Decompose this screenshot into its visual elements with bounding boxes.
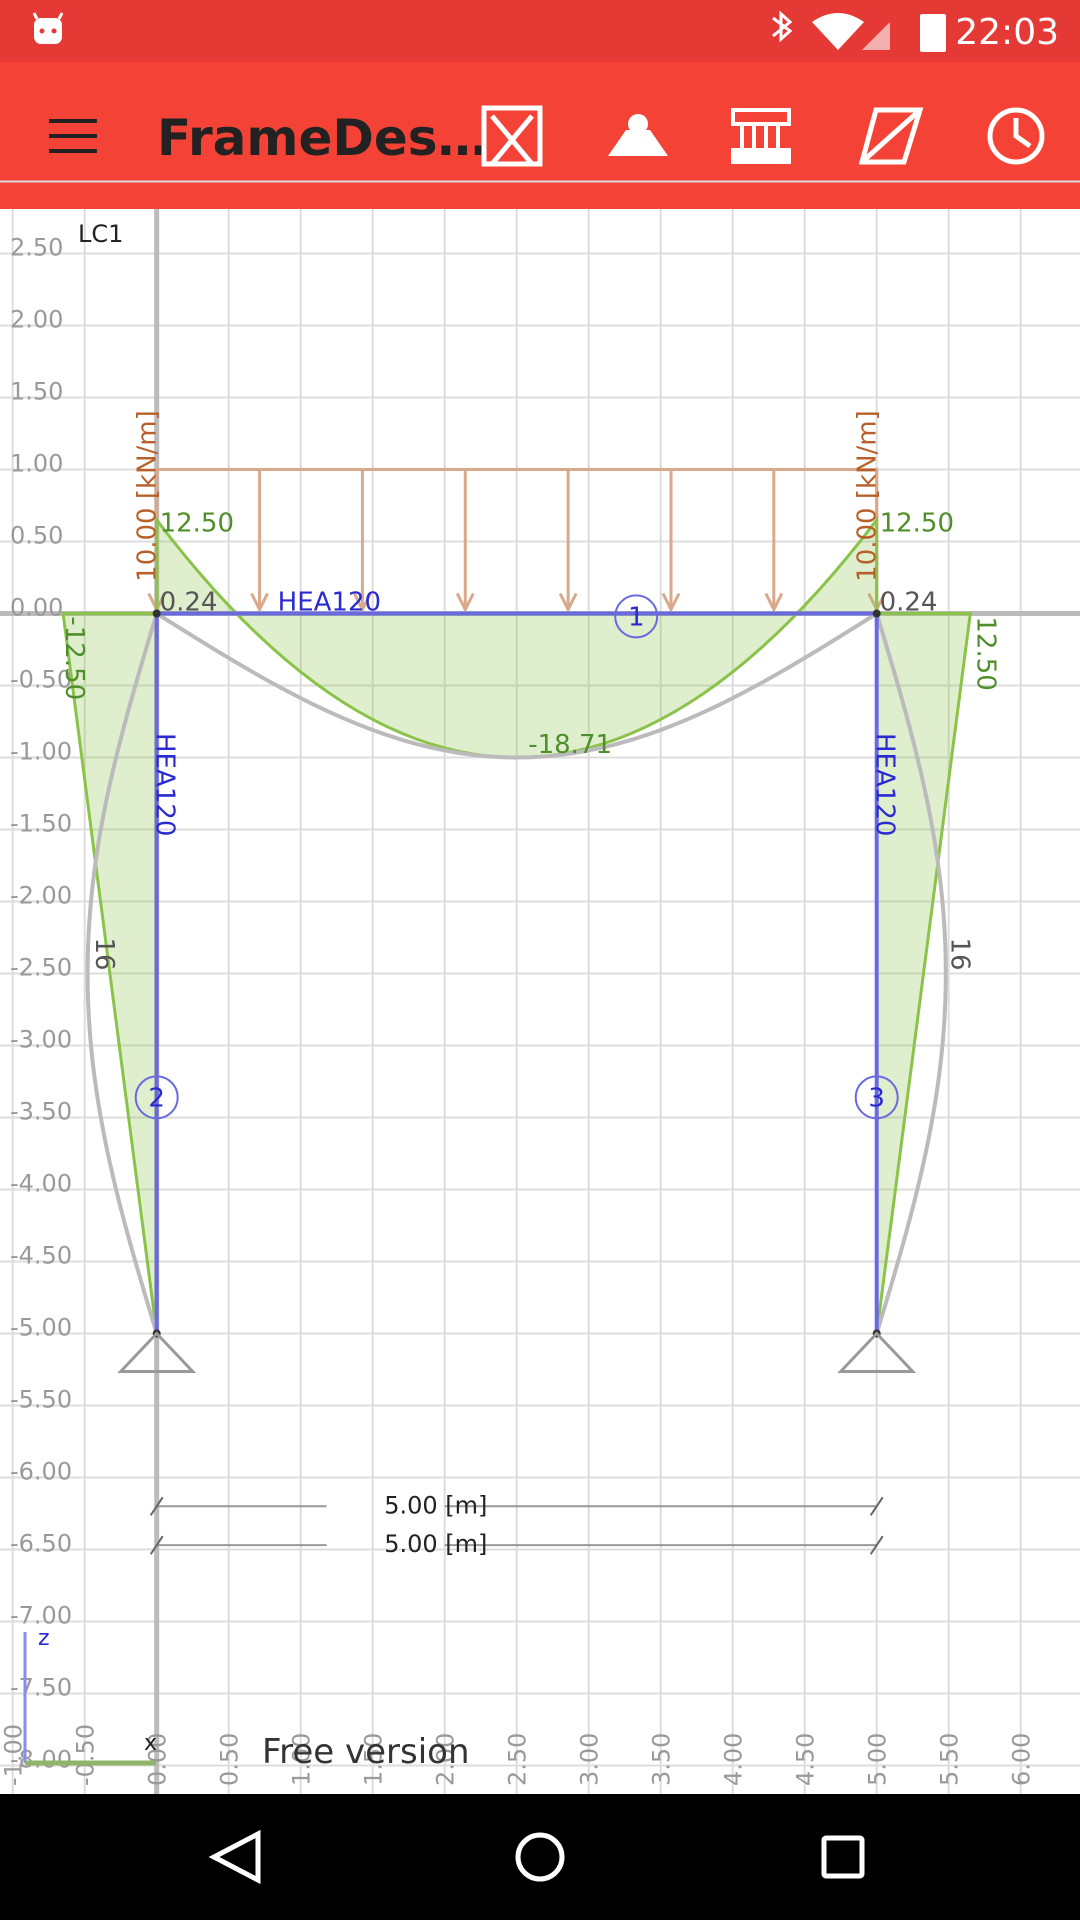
moment-label: 12.50 (160, 508, 234, 538)
back-button[interactable] (208, 1829, 261, 1885)
y-axis-label: -1.00 (10, 738, 72, 766)
x-axis-label: 4.50 (792, 1733, 820, 1786)
x-axis-label: 2.00 (432, 1733, 460, 1786)
deflected-shape (85, 612, 159, 1335)
dimension-label: 5.00 [m] (384, 1530, 487, 1558)
x-axis-label: 0.50 (216, 1733, 244, 1786)
deflected-shape (874, 612, 948, 1335)
support (117, 1331, 197, 1373)
menu-button[interactable] (49, 119, 97, 153)
history-tool[interactable] (987, 107, 1045, 165)
node (152, 609, 161, 618)
member-number: 1 (628, 602, 645, 632)
deflected-shape (155, 611, 878, 760)
dimension-label: 5.00 [m] (384, 1491, 487, 1519)
moment-label: 12.50 (880, 508, 954, 538)
support (837, 1331, 917, 1373)
z-axis-label: z (38, 1626, 50, 1651)
x-axis-label: -1.00 (0, 1724, 28, 1786)
section-label: HEA120 (150, 733, 180, 836)
dimension-tick (149, 1535, 164, 1555)
load-arrowhead (558, 592, 578, 613)
x-axis-label: 2.50 (504, 1733, 532, 1786)
y-axis-label: -5.00 (10, 1314, 72, 1342)
y-axis-label: -3.00 (10, 1026, 72, 1054)
deflection-label: 16 (945, 938, 975, 971)
y-axis-label: -7.00 (10, 1602, 72, 1630)
clock: 22:03 (955, 12, 1059, 53)
moment-label: -12.50 (59, 616, 89, 700)
x-axis-label: 0.00 (144, 1733, 172, 1786)
y-axis-label: -4.00 (10, 1170, 72, 1198)
y-axis-label: -6.00 (10, 1458, 72, 1486)
x-axis-label: 3.00 (576, 1733, 604, 1786)
y-axis-label: -8.00 (10, 1746, 72, 1774)
member-number-circle (614, 594, 659, 639)
x-axis-label: 6.00 (1008, 1733, 1036, 1786)
x-axis-label: 1.50 (360, 1733, 388, 1786)
x-axis-label: 5.00 (864, 1733, 892, 1786)
node (872, 609, 881, 618)
x-axis-label: 4.00 (720, 1733, 748, 1786)
y-axis-label: -0.50 (10, 666, 72, 694)
y-axis-label: 0.00 (10, 594, 63, 622)
member-number-circle (134, 1075, 179, 1120)
y-axis-label: -2.00 (10, 882, 72, 910)
load-label: 10.00 [kN/m] (852, 410, 882, 582)
load-tool[interactable] (731, 108, 791, 164)
deflection-label: 0.24 (160, 588, 218, 618)
frame-canvas[interactable]: LC1 2.50 2.00 1.50 1.00 0.50 0.00 -0.50 -1.00 -1.… (0, 180, 1080, 1795)
load-arrowhead (661, 592, 681, 613)
y-axis-label: -2.50 (10, 954, 72, 982)
load-arrowhead (250, 592, 269, 613)
load-arrowhead (764, 592, 784, 613)
load-label: 10.00 [kN/m] (132, 410, 162, 582)
app-title: FrameDes… (157, 109, 488, 167)
x-axis-label: 3.50 (648, 1733, 676, 1786)
load-case-label: LC1 (78, 220, 123, 248)
y-axis-label: 0.50 (10, 522, 63, 550)
y-axis-label: -6.50 (10, 1530, 72, 1558)
y-axis-label: -7.50 (10, 1674, 72, 1702)
status-icons (772, 10, 946, 52)
y-axis-label: -5.50 (10, 1386, 72, 1414)
status-bar (0, 0, 1080, 62)
y-axis-label: 1.00 (10, 450, 63, 478)
moment-label: -18.71 (528, 730, 612, 760)
deflection-label: 0.24 (880, 588, 938, 618)
load-arrowhead (455, 592, 475, 613)
x-axis-label: 5.50 (936, 1733, 964, 1786)
load-arrowhead (353, 592, 372, 613)
y-axis-label: 2.00 (10, 306, 63, 334)
frame-tool[interactable] (481, 105, 543, 167)
android-icon (32, 12, 64, 44)
home-button[interactable] (515, 1832, 565, 1882)
nav-bar (0, 1794, 1080, 1920)
x-axis-label: 1.00 (288, 1733, 316, 1786)
member-number-circle (854, 1075, 899, 1120)
dimension-tick (869, 1535, 884, 1555)
y-axis-label: -3.50 (10, 1098, 72, 1126)
result-tool[interactable] (858, 107, 924, 165)
dimension-tick (149, 1496, 164, 1516)
moment-label: 12.50 (971, 616, 1001, 690)
support-tool[interactable] (608, 114, 668, 156)
y-axis-label: -1.50 (10, 810, 72, 838)
x-axis-label: x (144, 1731, 157, 1756)
deflection-label: 16 (89, 938, 119, 971)
section-label: HEA120 (870, 733, 900, 836)
recents-button[interactable] (821, 1835, 865, 1879)
member-number: 2 (148, 1083, 165, 1113)
member-number: 3 (868, 1083, 885, 1113)
y-axis-label: 1.50 (10, 378, 63, 406)
x-axis-label: -0.50 (72, 1724, 100, 1786)
y-axis-label: -4.50 (10, 1242, 72, 1270)
dimension-tick (869, 1496, 884, 1516)
free-version-label: Free version (262, 1732, 470, 1772)
y-axis-label: 2.50 (10, 234, 63, 262)
section-label: HEA120 (278, 588, 381, 618)
